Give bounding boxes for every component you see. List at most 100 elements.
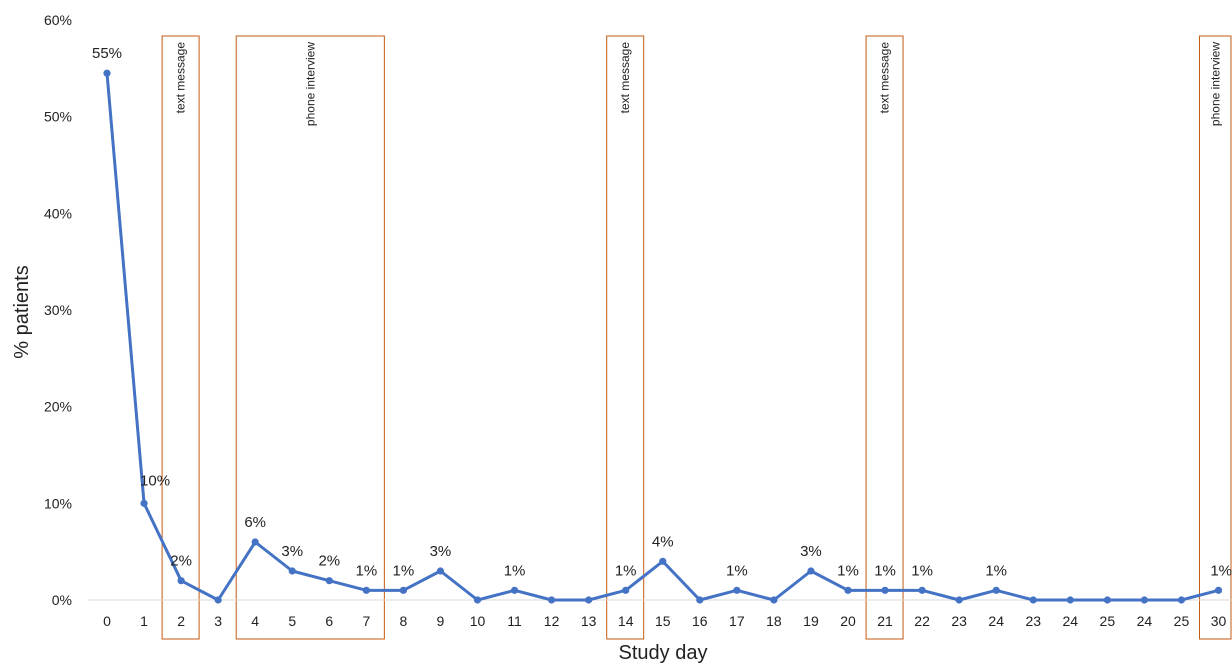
data-label: 3% (281, 543, 303, 560)
data-label: 10% (140, 472, 170, 489)
x-tick-labels: 0 1 2 3 4 5 6 7 8 9 10 11 12 13 14 15 16 17 18 19 20 21 22 23 24… (103, 613, 1226, 629)
x-tick-label: 6 (325, 613, 333, 629)
data-label: 1% (393, 562, 415, 579)
data-point (510, 586, 519, 594)
data-point (1103, 596, 1111, 604)
data-point (622, 586, 630, 594)
y-tick-label: 50% (44, 109, 72, 125)
data-point (325, 577, 333, 585)
x-tick-label: 2 (177, 613, 185, 629)
data-point (844, 586, 852, 594)
data-label: 1% (504, 562, 526, 579)
data-point (1177, 596, 1186, 604)
data-point (103, 69, 111, 77)
x-tick-label: 23 (951, 613, 967, 629)
data-label: 4% (652, 533, 674, 550)
x-tick-label: 22 (914, 613, 930, 629)
data-point (251, 538, 259, 546)
x-tick-label: 16 (692, 613, 708, 629)
x-tick-label: 21 (877, 613, 893, 629)
data-labels: 55% 10% 2% 6% 3% 2% 1% 1% 3% 1% 1% 4% 1% 3% 1% 1% 1% 1% 1% (92, 45, 1232, 579)
x-tick-label: 24 (1137, 613, 1153, 629)
x-tick-label: 10 (470, 613, 486, 629)
data-point (177, 577, 185, 585)
data-point (1140, 596, 1148, 604)
data-label: 2% (318, 553, 340, 570)
data-label: 6% (244, 514, 266, 531)
annotation-box (606, 35, 645, 640)
x-tick-label: 17 (729, 613, 745, 629)
data-label: 1% (837, 562, 859, 579)
data-label: 3% (430, 543, 452, 560)
data-label: 2% (170, 553, 192, 570)
annotation-label: text message (878, 42, 892, 114)
x-tick-label: 0 (103, 613, 111, 629)
data-point (140, 499, 148, 507)
data-point (473, 596, 482, 604)
annotation-label: text message (618, 42, 632, 114)
x-tick-label: 20 (840, 613, 856, 629)
data-point (1066, 596, 1074, 604)
x-tick-label: 4 (251, 613, 259, 629)
annotation-box (235, 35, 385, 640)
data-point (992, 586, 1000, 594)
data-point (770, 596, 778, 604)
data-label: 1% (911, 562, 933, 579)
x-tick-label: 15 (655, 613, 671, 629)
x-tick-label: 12 (544, 613, 560, 629)
y-tick-label: 30% (44, 302, 72, 318)
data-label: 1% (726, 562, 748, 579)
y-tick-label: 60% (44, 12, 72, 28)
series (103, 69, 1223, 604)
x-tick-label: 24 (1063, 613, 1079, 629)
x-tick-label: 24 (988, 613, 1004, 629)
annotation-label: text message (174, 42, 188, 114)
x-tick-label: 5 (288, 613, 296, 629)
data-point (955, 596, 963, 604)
y-tick-labels: 0% 10% 20% 30% 40% 50% 60% (44, 12, 72, 608)
data-point (733, 586, 741, 594)
data-label: 55% (92, 45, 122, 62)
data-point (807, 567, 815, 575)
annotation-box (1199, 35, 1232, 640)
x-tick-label: 3 (214, 613, 222, 629)
x-tick-label: 18 (766, 613, 782, 629)
data-point (548, 596, 556, 604)
y-tick-label: 40% (44, 205, 72, 221)
annotation-label: phone interview (1208, 42, 1222, 126)
x-tick-label: 19 (803, 613, 819, 629)
annotation-boxes: text message phone interview text message t… (161, 35, 1232, 640)
data-point (1214, 586, 1223, 594)
annotation-label: phone interview (303, 42, 317, 126)
y-tick-label: 10% (44, 495, 72, 511)
y-axis-title: % patients (11, 265, 33, 358)
data-point (436, 567, 445, 575)
x-tick-label: 25 (1100, 613, 1116, 629)
x-tick-label: 9 (437, 613, 445, 629)
data-point (696, 596, 704, 604)
x-axis-title: Study day (619, 642, 708, 664)
data-point (881, 586, 889, 594)
x-tick-label: 30 (1211, 613, 1227, 629)
data-label: 1% (356, 562, 378, 579)
x-tick-label: 1 (140, 613, 148, 629)
data-point (214, 596, 222, 604)
x-tick-label: 23 (1025, 613, 1041, 629)
x-tick-label: 14 (618, 613, 634, 629)
data-point (362, 586, 370, 594)
annotation-box (161, 35, 200, 640)
x-tick-label: 8 (400, 613, 408, 629)
data-point (399, 586, 407, 594)
data-label: 1% (1210, 562, 1232, 579)
x-tick-label: 13 (581, 613, 597, 629)
x-tick-label: 7 (362, 613, 370, 629)
y-tick-label: 20% (44, 399, 72, 415)
data-label: 3% (800, 543, 822, 560)
data-point (585, 596, 593, 604)
series-line (105, 73, 1219, 602)
y-tick-label: 0% (52, 592, 72, 608)
data-point (1029, 596, 1037, 604)
annotation-box (865, 35, 904, 640)
